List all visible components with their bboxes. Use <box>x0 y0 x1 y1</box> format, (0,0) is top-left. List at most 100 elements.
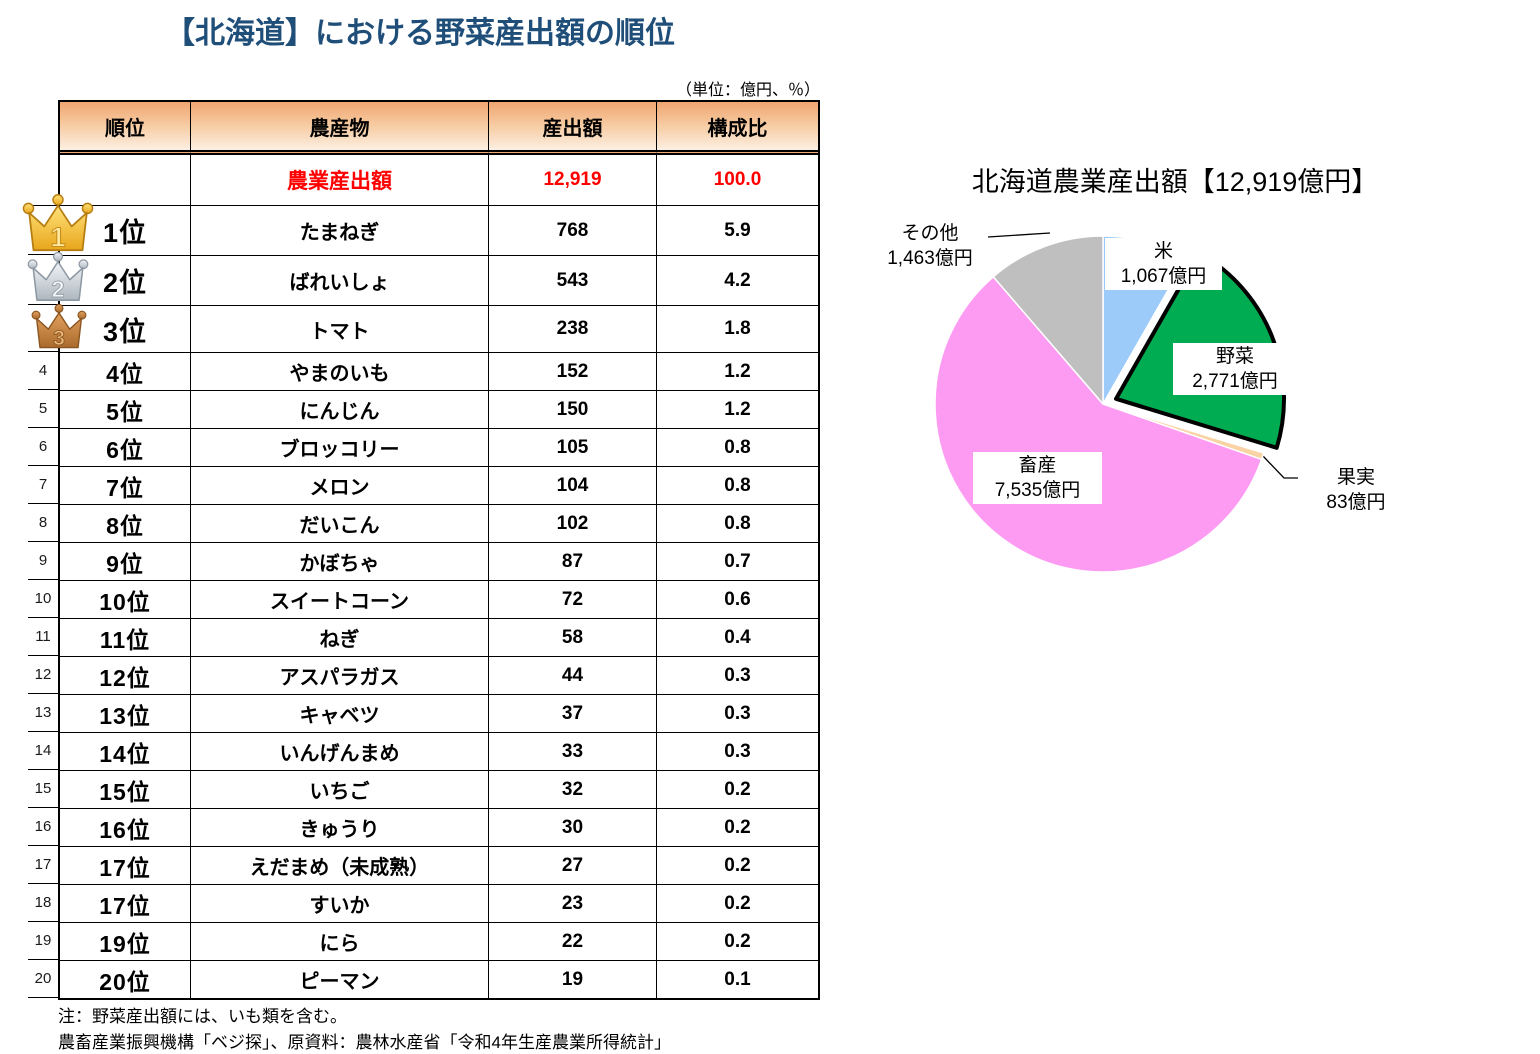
cell-value: 19 <box>488 960 656 998</box>
header-rank: 順位 <box>60 102 190 155</box>
cell-value: 32 <box>488 770 656 808</box>
pie-label-name: 野菜 <box>1215 346 1254 367</box>
cell-name: 農業産出額 <box>190 155 488 205</box>
excel-row-number: 17 <box>28 846 58 884</box>
table-row: 15位 いちご 32 0.2 <box>60 770 818 808</box>
table-row: 14位 いんげんまめ 33 0.3 <box>60 732 818 770</box>
table-row: 4位 やまのいも 152 1.2 <box>60 352 818 390</box>
gold-crown-icon: 1 <box>22 194 94 253</box>
excel-row-number <box>28 255 58 305</box>
pie-label-value: 2,771億円 <box>1192 371 1278 392</box>
excel-row-number: 16 <box>28 808 58 846</box>
footnote: 注：野菜産出額には、いも類を含む。 <box>58 1007 347 1026</box>
cell-name: スイートコーン <box>190 580 488 618</box>
cell-value: 30 <box>488 808 656 846</box>
table-row: 19位 にら 22 0.2 <box>60 922 818 960</box>
excel-row-number: 8 <box>28 504 58 542</box>
cell-value: 23 <box>488 884 656 922</box>
cell-share: 1.8 <box>656 305 818 352</box>
rank-table: 順位 農産物 産出額 構成比 農業産出額 12,919 100.0 1位 たまねぎ… <box>58 100 820 1000</box>
cell-rank: 17位 <box>60 884 190 922</box>
cell-share: 0.2 <box>656 922 818 960</box>
cell-rank: 16位 <box>60 808 190 846</box>
excel-row-number: 13 <box>28 694 58 732</box>
cell-value: 150 <box>488 390 656 428</box>
cell-value: 87 <box>488 542 656 580</box>
cell-name: にら <box>190 922 488 960</box>
summary-row: 農業産出額 12,919 100.0 <box>60 155 818 205</box>
pie-label-rice: 米 1,067億円 <box>1105 238 1222 290</box>
cell-share: 0.2 <box>656 884 818 922</box>
cell-share: 0.8 <box>656 466 818 504</box>
cell-value: 152 <box>488 352 656 390</box>
pie-label-vegetable: 野菜 2,771億円 <box>1173 343 1297 395</box>
cell-value: 543 <box>488 255 656 305</box>
cell-name: にんじん <box>190 390 488 428</box>
cell-rank: 9位 <box>60 542 190 580</box>
table-row: 2位 ばれいしょ 543 4.2 <box>60 255 818 305</box>
cell-share: 0.2 <box>656 846 818 884</box>
excel-row-number: 7 <box>28 466 58 504</box>
cell-rank: 15位 <box>60 770 190 808</box>
cell-name: ねぎ <box>190 618 488 656</box>
cell-share: 0.3 <box>656 656 818 694</box>
fruit-leader-line <box>1262 455 1298 479</box>
cell-name: だいこん <box>190 504 488 542</box>
cell-name: ばれいしょ <box>190 255 488 305</box>
cell-rank: 14位 <box>60 732 190 770</box>
cell-value: 102 <box>488 504 656 542</box>
cell-share: 4.2 <box>656 255 818 305</box>
excel-row-number: 10 <box>28 580 58 618</box>
cell-rank: 1位 <box>60 205 190 255</box>
cell-rank: 6位 <box>60 428 190 466</box>
table-row: 9位 かぼちゃ 87 0.7 <box>60 542 818 580</box>
excel-row-number: 14 <box>28 732 58 770</box>
cell-share: 0.4 <box>656 618 818 656</box>
cell-share: 0.2 <box>656 770 818 808</box>
excel-row-number: 5 <box>28 390 58 428</box>
table-row: 16位 きゅうり 30 0.2 <box>60 808 818 846</box>
cell-value: 27 <box>488 846 656 884</box>
cell-value: 33 <box>488 732 656 770</box>
excel-row-number: 4 <box>28 352 58 390</box>
cell-name: かぼちゃ <box>190 542 488 580</box>
crown-rank-number: 1 <box>50 222 65 253</box>
cell-share: 0.1 <box>656 960 818 998</box>
cell-rank: 5位 <box>60 390 190 428</box>
chart-title: 北海道農業産出額【12,919億円】 <box>971 167 1379 197</box>
cell-value: 105 <box>488 428 656 466</box>
excel-row-number: 11 <box>28 618 58 656</box>
pie-label-other: その他 1,463億円 <box>872 221 988 271</box>
cell-share: 0.7 <box>656 542 818 580</box>
table-row: 3位 トマト 238 1.8 <box>60 305 818 352</box>
cell-name: メロン <box>190 466 488 504</box>
table-row: 11位 ねぎ 58 0.4 <box>60 618 818 656</box>
cell-rank: 17位 <box>60 846 190 884</box>
excel-row-number: 19 <box>28 922 58 960</box>
cell-rank: 7位 <box>60 466 190 504</box>
cell-name: ピーマン <box>190 960 488 998</box>
table-row: 5位 にんじん 150 1.2 <box>60 390 818 428</box>
cell-rank: 13位 <box>60 694 190 732</box>
cell-rank: 11位 <box>60 618 190 656</box>
excel-row-number: 6 <box>28 428 58 466</box>
cell-share: 1.2 <box>656 352 818 390</box>
cell-share: 1.2 <box>656 390 818 428</box>
cell-rank: 19位 <box>60 922 190 960</box>
cell-value: 104 <box>488 466 656 504</box>
excel-row-number: 12 <box>28 656 58 694</box>
pie-label-value: 1,067億円 <box>1120 266 1207 287</box>
pie-label-value: 1,463億円 <box>887 248 973 269</box>
cell-value: 44 <box>488 656 656 694</box>
cell-value: 22 <box>488 922 656 960</box>
pie-slice-other <box>992 235 1104 405</box>
table-row: 12位 アスパラガス 44 0.3 <box>60 656 818 694</box>
table-row: 10位 スイートコーン 72 0.6 <box>60 580 818 618</box>
table-row: 20位 ピーマン 19 0.1 <box>60 960 818 998</box>
cell-value: 37 <box>488 694 656 732</box>
excel-row-number: 15 <box>28 770 58 808</box>
table-header-row: 順位 農産物 産出額 構成比 <box>60 102 818 155</box>
header-output: 産出額 <box>488 102 656 155</box>
cell-name: いちご <box>190 770 488 808</box>
table-row: 8位 だいこん 102 0.8 <box>60 504 818 542</box>
